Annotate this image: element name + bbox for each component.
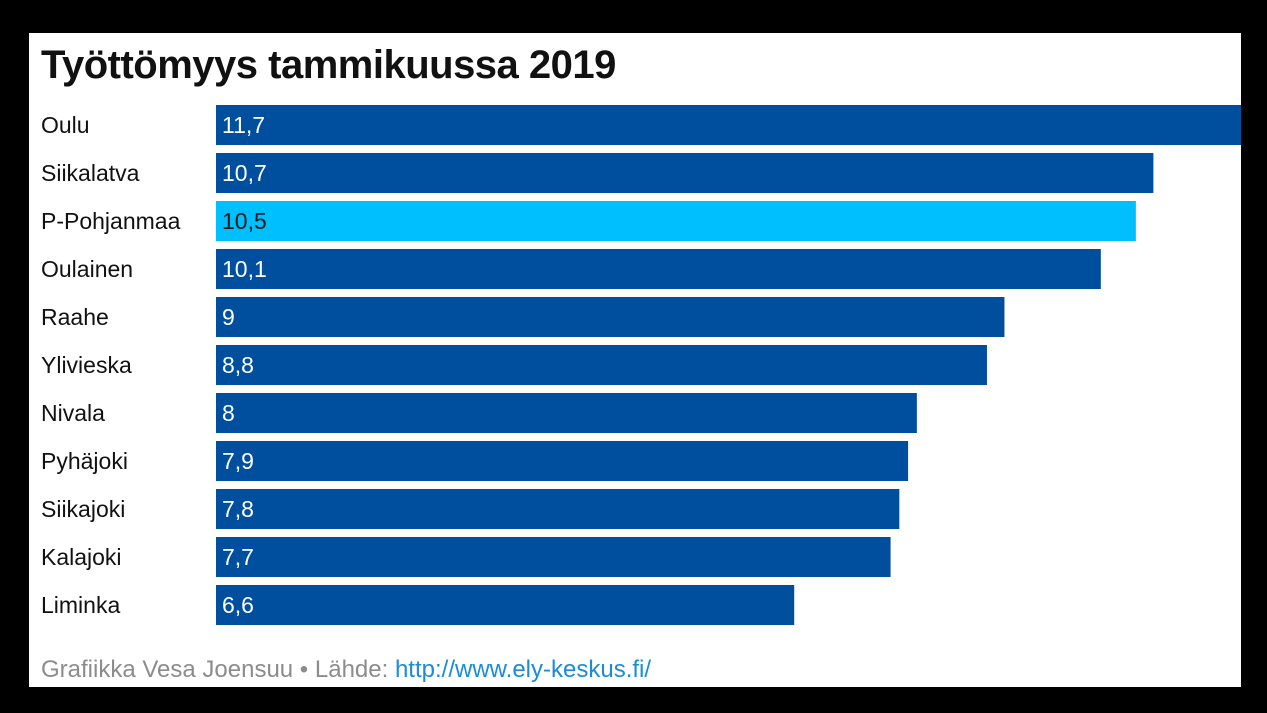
- chart-title: Työttömyys tammikuussa 2019: [41, 43, 616, 87]
- bar-value-label: 9: [222, 304, 235, 330]
- bar: [216, 105, 1241, 145]
- category-label: Ylivieska: [41, 352, 132, 378]
- category-label: Nivala: [41, 400, 105, 426]
- category-label: Raahe: [41, 304, 109, 330]
- bar-value-label: 11,7: [222, 112, 265, 138]
- category-label: Siikalatva: [41, 160, 140, 186]
- category-label: Oulainen: [41, 256, 133, 282]
- bar-value-label: 8,8: [222, 352, 254, 378]
- bar-value-label: 6,6: [222, 592, 254, 618]
- category-label: Siikajoki: [41, 496, 125, 522]
- chart-card: Työttömyys tammikuussa 2019 Oulu 11,7 Siik…: [29, 33, 1241, 687]
- bar: [216, 441, 909, 481]
- category-label: Pyhäjoki: [41, 448, 128, 474]
- category-label: Kalajoki: [41, 544, 122, 570]
- bar-value-label: 10,1: [222, 256, 267, 282]
- bar: [216, 249, 1101, 289]
- source-link[interactable]: http://www.ely-keskus.fi/: [394, 656, 652, 683]
- bar-value-label: 10,7: [222, 160, 267, 186]
- bar: [216, 585, 795, 625]
- footer-credit: Grafiikka Vesa Joensuu • Lähde:: [41, 656, 395, 683]
- bar: [216, 393, 917, 433]
- category-label: Liminka: [41, 592, 120, 618]
- bar-value-label: 7,9: [222, 448, 254, 474]
- bar-value-label: 10,5: [222, 208, 267, 234]
- bar: [216, 201, 1136, 241]
- bar: [216, 345, 987, 385]
- bar-chart: Oulu 11,7 Siikalatva 10,7 P-Pohjanmaa 10,5 Oul…: [41, 105, 1241, 625]
- bar: [216, 537, 891, 577]
- bar: [216, 489, 900, 529]
- bar-value-label: 7,7: [222, 544, 254, 570]
- bar-value-label: 8: [222, 400, 235, 426]
- bar: [216, 153, 1154, 193]
- bar: [216, 297, 1005, 337]
- chart-footer: Grafiikka Vesa Joensuu • Lähde: http://w…: [41, 655, 651, 685]
- category-label: Oulu: [41, 112, 90, 138]
- category-label: P-Pohjanmaa: [41, 208, 181, 234]
- bar-value-label: 7,8: [222, 496, 254, 522]
